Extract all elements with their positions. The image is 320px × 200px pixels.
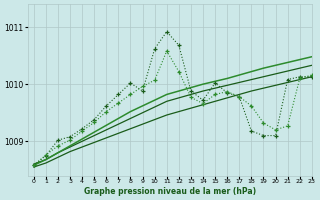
X-axis label: Graphe pression niveau de la mer (hPa): Graphe pression niveau de la mer (hPa) (84, 187, 256, 196)
